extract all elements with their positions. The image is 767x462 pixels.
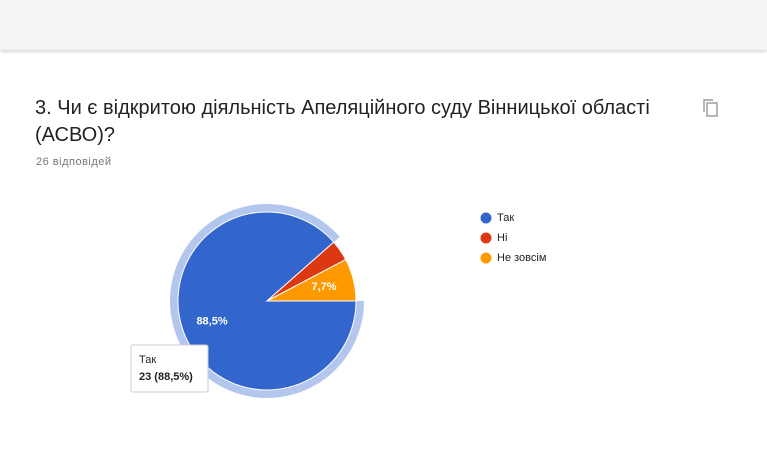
slice-label: 7,7% — [311, 281, 336, 293]
chart: 88,5% 7,7% Так Ні Не зовсім Так 23 (88,5%) — [130, 204, 546, 399]
top-bar — [0, 0, 767, 50]
slice-label: 88,5% — [196, 316, 227, 328]
tooltip: Так 23 (88,5%) — [130, 344, 209, 393]
legend-label: Ні — [497, 232, 507, 244]
legend-swatch — [480, 232, 492, 244]
copy-icon[interactable] — [702, 98, 720, 118]
legend-swatch — [480, 212, 492, 224]
tooltip-box — [130, 344, 209, 393]
tooltip-title: Так — [139, 354, 156, 366]
question-title: 3. Чи є відкритою діяльність Апеляційног… — [35, 97, 650, 146]
response-count: 26 відповідей — [36, 156, 112, 168]
pie-slice — [266, 258, 357, 302]
tooltip-text: 23 (88,5%) — [139, 371, 193, 383]
legend-label: Так — [497, 212, 514, 224]
legend-swatch — [480, 252, 492, 264]
legend-label: Не зовсім — [497, 252, 546, 264]
